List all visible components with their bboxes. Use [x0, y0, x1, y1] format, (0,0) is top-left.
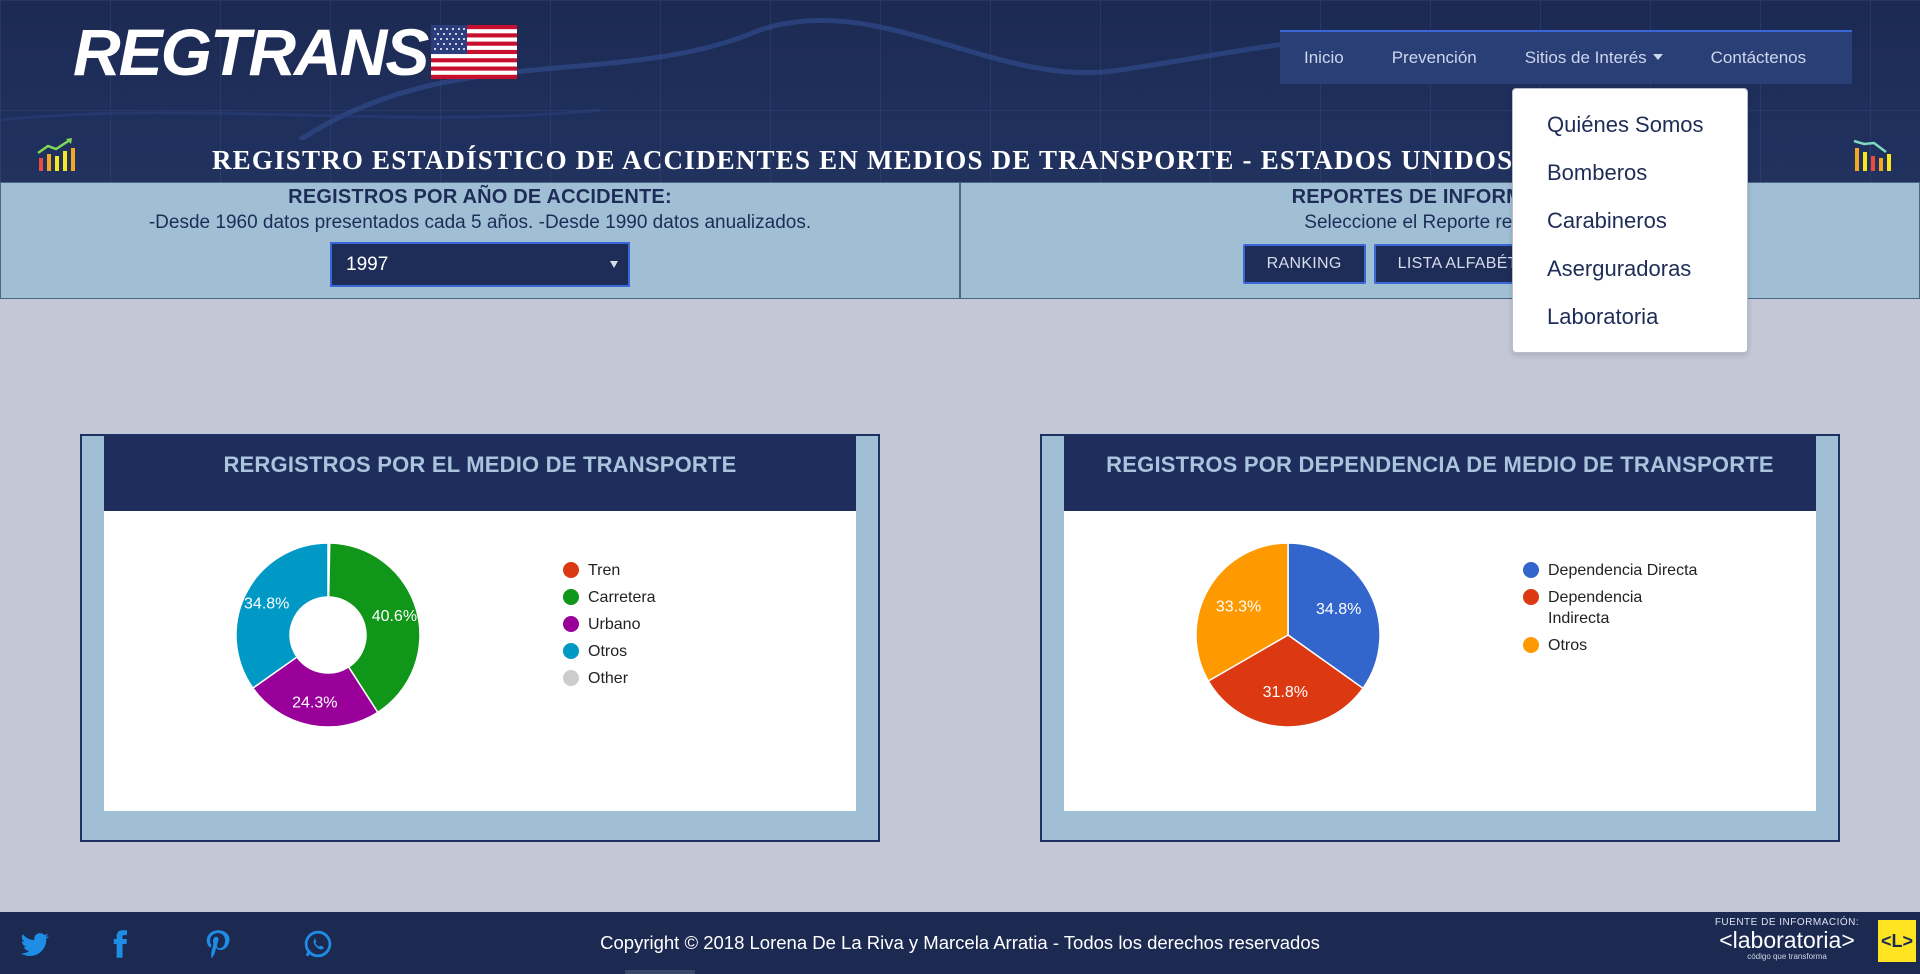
nav-item-label: Contáctenos	[1710, 48, 1807, 67]
logo-text: REGTRANS	[73, 15, 429, 89]
filter-panels: REGISTROS POR AÑO DE ACCIDENTE: -Desde 1…	[0, 182, 1920, 299]
us-flag-icon	[431, 25, 518, 79]
dependency-chart-body: 34.8% 31.8% 33.3% Dependencia Directa Depend…	[1064, 511, 1816, 811]
data-label-dependencia-directa: 34.8%	[1316, 601, 1361, 618]
legend-label-carretera: Carretera	[588, 589, 656, 606]
footer: Copyright © 2018 Lorena De La Riva y Mar…	[0, 912, 1920, 974]
legend-swatch-tren	[563, 562, 579, 578]
year-select[interactable]: 1997	[330, 242, 630, 287]
logo[interactable]: REGTRANS	[73, 15, 518, 89]
legend-swatch-otros	[563, 643, 579, 659]
legend-label-dependencia-indirecta: Dependencia	[1548, 589, 1642, 606]
chart-decline-icon	[1853, 139, 1891, 171]
transport-donut-chart: 40.6% 24.3% 34.8% Tren Carretera Urbano Otros O…	[235, 542, 656, 728]
chart-growth-icon	[37, 138, 75, 171]
legend-label-other: Other	[588, 670, 629, 687]
year-select-value: 1997	[346, 254, 389, 275]
dependency-chart-header: REGISTROS POR DEPENDENCIA DE MEDIO DE TR…	[1064, 436, 1816, 511]
transport-chart-card: RERGISTROS POR EL MEDIO DE TRANSPORTE 40…	[80, 434, 880, 842]
legend-label-dependencia-directa: Dependencia Directa	[1548, 562, 1698, 579]
sitios-dropdown-menu: Quiénes Somos Bomberos Carabineros Aserg…	[1512, 88, 1748, 353]
legend-swatch-other	[563, 670, 579, 686]
banner-title: REGISTRO ESTADÍSTICO DE ACCIDENTES EN ME…	[211, 144, 1709, 175]
report-buttons: RANKING LISTA ALFABÉTICA	[961, 244, 1919, 284]
select-arrow-icon	[610, 261, 618, 268]
nav-item-label: Inicio	[1304, 48, 1344, 67]
transport-chart-title: RERGISTROS POR EL MEDIO DE TRANSPORTE	[223, 452, 737, 477]
legend-swatch-carretera	[563, 589, 579, 605]
legend-label-tren: Tren	[588, 562, 620, 579]
dropdown-item-laboratoria[interactable]: Laboratoria	[1547, 304, 1659, 329]
nav-item-sitios-de-interes[interactable]: Sitios de Interés	[1501, 31, 1687, 85]
legend-label-urbano: Urbano	[588, 616, 641, 633]
source-label: FUENTE DE INFORMACIÓN:	[1714, 917, 1860, 928]
scroll-stub	[625, 970, 695, 974]
ranking-button[interactable]: RANKING	[1242, 244, 1366, 284]
source-name: <laboratoria>	[1719, 927, 1855, 953]
copyright-text: Copyright © 2018 Lorena De La Riva y Mar…	[600, 932, 1320, 953]
legend-swatch-dependencia-indirecta	[1523, 589, 1539, 605]
reports-panel: REPORTES DE INFORMACIÓN Seleccione el Re…	[960, 182, 1920, 299]
nav-item-label: Sitios de Interés	[1524, 48, 1647, 67]
donut-hole	[290, 597, 366, 673]
reports-subtitle: Seleccione el Reporte requerido	[1304, 212, 1576, 233]
data-label-dependencia-indirecta: 31.8%	[1263, 684, 1308, 701]
facebook-icon[interactable]	[105, 929, 135, 959]
data-label-urbano: 24.3%	[292, 695, 337, 712]
dependency-pie-chart: 34.8% 31.8% 33.3% Dependencia Directa Depend…	[1195, 542, 1698, 728]
nav-item-label: Prevención	[1391, 48, 1477, 67]
data-label-otros: 34.8%	[244, 595, 289, 612]
whatsapp-icon[interactable]	[303, 929, 333, 959]
pinterest-icon[interactable]	[203, 929, 233, 959]
page-banner: REGISTRO ESTADÍSTICO DE ACCIDENTES EN ME…	[0, 138, 1920, 182]
dropdown-item-quienes-somos[interactable]: Quiénes Somos	[1547, 112, 1704, 137]
legend-label-otros: Otros	[588, 643, 627, 660]
dependency-chart-card: REGISTROS POR DEPENDENCIA DE MEDIO DE TR…	[1040, 434, 1840, 842]
reports-title: REPORTES DE INFORMACIÓN	[1291, 186, 1589, 208]
legend-swatch-dependencia-directa	[1523, 562, 1539, 578]
transport-chart-body: 40.6% 24.3% 34.8% Tren Carretera Urbano Otros O…	[104, 511, 856, 811]
legend-swatch-otros	[1523, 637, 1539, 653]
nav-item-inicio[interactable]: Inicio	[1280, 31, 1368, 85]
legend-swatch-urbano	[563, 616, 579, 632]
year-filter-panel: REGISTROS POR AÑO DE ACCIDENTE: -Desde 1…	[0, 182, 960, 299]
data-label-otros: 33.3%	[1216, 598, 1261, 615]
transport-chart-header: RERGISTROS POR EL MEDIO DE TRANSPORTE	[104, 436, 856, 511]
dropdown-item-aseguradoras[interactable]: Aserguradoras	[1547, 256, 1692, 281]
year-filter-title: REGISTROS POR AÑO DE ACCIDENTE:	[288, 186, 672, 208]
pie-slice-dependencia-directa	[1287, 542, 1381, 690]
legend-label-otros: Otros	[1548, 637, 1587, 654]
dropdown-item-carabineros[interactable]: Carabineros	[1547, 208, 1667, 233]
pie-slice-urbano	[251, 655, 379, 728]
laboratoria-badge[interactable]: <L>	[1878, 920, 1916, 962]
year-filter-subtitle: -Desde 1960 datos presentados cada 5 año…	[148, 212, 812, 233]
twitter-icon[interactable]	[20, 929, 50, 959]
dropdown-item-bomberos[interactable]: Bomberos	[1547, 160, 1648, 185]
nav-item-contactenos[interactable]: Contáctenos	[1687, 31, 1830, 85]
nav-item-prevencion[interactable]: Prevención	[1368, 31, 1501, 85]
caret-down-icon	[1652, 54, 1663, 60]
source-tagline: código que transforma	[1747, 952, 1827, 961]
source-laboratoria-logo[interactable]: FUENTE DE INFORMACIÓN: <laboratoria> cód…	[1712, 914, 1862, 970]
dependency-chart-title: REGISTROS POR DEPENDENCIA DE MEDIO DE TR…	[1106, 452, 1774, 477]
pie-slice-dependencia-indirecta	[1207, 634, 1365, 728]
pie-slice-otros	[1195, 542, 1289, 683]
data-label-carretera: 40.6%	[372, 608, 417, 625]
legend-label-dependencia-indirecta: Indirecta	[1548, 610, 1609, 627]
main-nav: Inicio Prevención Sitios de Interés Cont…	[1280, 30, 1852, 84]
